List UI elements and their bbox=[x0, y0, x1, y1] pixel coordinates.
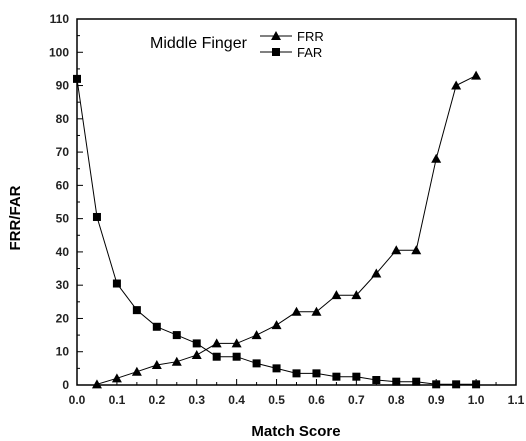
point-far bbox=[232, 352, 241, 361]
y-tick-label: 70 bbox=[56, 145, 70, 159]
x-tick-label: 0.6 bbox=[308, 393, 325, 407]
axes: 0.0 0.1 0.2 0.3 0.4 0.5 0.6 0.7 0.8 0.9 1.0 1.1 0 10 2… bbox=[49, 12, 525, 407]
point-frr bbox=[111, 373, 122, 383]
legend-frr-marker bbox=[271, 31, 281, 40]
point-far bbox=[292, 369, 301, 378]
y-tick-label: 100 bbox=[49, 45, 69, 59]
x-tick-label: 0.4 bbox=[228, 393, 245, 407]
x-tick-label: 0.9 bbox=[428, 393, 445, 407]
point-frr bbox=[331, 290, 342, 300]
point-frr bbox=[471, 70, 482, 80]
point-frr bbox=[411, 245, 422, 255]
x-tick-label: 0.0 bbox=[69, 393, 86, 407]
y-tick-label: 80 bbox=[56, 112, 70, 126]
legend: Middle Finger FRR FAR bbox=[150, 29, 324, 60]
point-frr bbox=[431, 153, 442, 163]
point-far bbox=[312, 369, 321, 378]
point-far bbox=[272, 364, 281, 373]
point-far bbox=[152, 322, 161, 331]
point-far bbox=[452, 380, 461, 389]
point-far bbox=[192, 339, 201, 348]
point-far bbox=[92, 212, 101, 221]
legend-far-marker bbox=[272, 48, 280, 56]
point-frr bbox=[211, 338, 222, 348]
y-axis-title: FRR/FAR bbox=[7, 185, 24, 250]
point-frr bbox=[251, 330, 262, 340]
point-frr bbox=[371, 268, 382, 278]
y-tick-label: 90 bbox=[56, 79, 70, 93]
point-far bbox=[132, 306, 141, 315]
series-line-frr bbox=[96, 75, 477, 385]
point-far bbox=[412, 377, 421, 386]
x-tick-label: 1.0 bbox=[468, 393, 485, 407]
point-far bbox=[73, 74, 81, 83]
point-frr bbox=[391, 245, 402, 255]
x-tick-label: 0.8 bbox=[388, 393, 405, 407]
point-frr bbox=[131, 366, 142, 376]
point-frr bbox=[451, 80, 462, 90]
point-far bbox=[212, 352, 221, 361]
point-frr bbox=[171, 356, 182, 366]
y-tick-label: 20 bbox=[56, 311, 70, 325]
legend-frr-label: FRR bbox=[297, 29, 324, 44]
point-frr bbox=[271, 320, 282, 330]
x-tick-label: 0.2 bbox=[148, 393, 165, 407]
x-axis-title: Match Score bbox=[251, 423, 340, 440]
point-far bbox=[172, 331, 181, 340]
point-far bbox=[372, 376, 381, 385]
legend-far-label: FAR bbox=[297, 45, 322, 60]
y-tick-label: 40 bbox=[56, 245, 70, 259]
y-tick-label: 110 bbox=[50, 12, 70, 26]
y-tick-label: 0 bbox=[62, 378, 69, 392]
point-far bbox=[252, 359, 261, 368]
x-tick-label: 0.3 bbox=[188, 393, 205, 407]
legend-title: Middle Finger bbox=[150, 35, 248, 52]
point-far bbox=[332, 372, 341, 381]
point-far bbox=[472, 380, 481, 389]
point-far bbox=[432, 380, 441, 389]
point-frr bbox=[291, 306, 302, 316]
point-frr bbox=[311, 306, 322, 316]
x-tick-label: 0.1 bbox=[109, 393, 126, 407]
series-markers bbox=[73, 70, 482, 389]
point-frr bbox=[191, 350, 202, 360]
point-frr bbox=[91, 379, 102, 389]
point-frr bbox=[231, 338, 242, 348]
x-tick-label: 0.5 bbox=[268, 393, 285, 407]
y-tick-label: 60 bbox=[56, 178, 70, 192]
point-frr bbox=[351, 290, 362, 300]
point-far bbox=[392, 377, 401, 386]
y-tick-label: 30 bbox=[56, 278, 70, 292]
y-tick-label: 50 bbox=[56, 212, 70, 226]
point-frr bbox=[151, 360, 162, 370]
point-far bbox=[352, 372, 361, 381]
point-far bbox=[112, 279, 121, 288]
x-tick-label: 1.1 bbox=[508, 393, 525, 407]
x-tick-label: 0.7 bbox=[348, 393, 365, 407]
y-tick-label: 10 bbox=[56, 345, 70, 359]
